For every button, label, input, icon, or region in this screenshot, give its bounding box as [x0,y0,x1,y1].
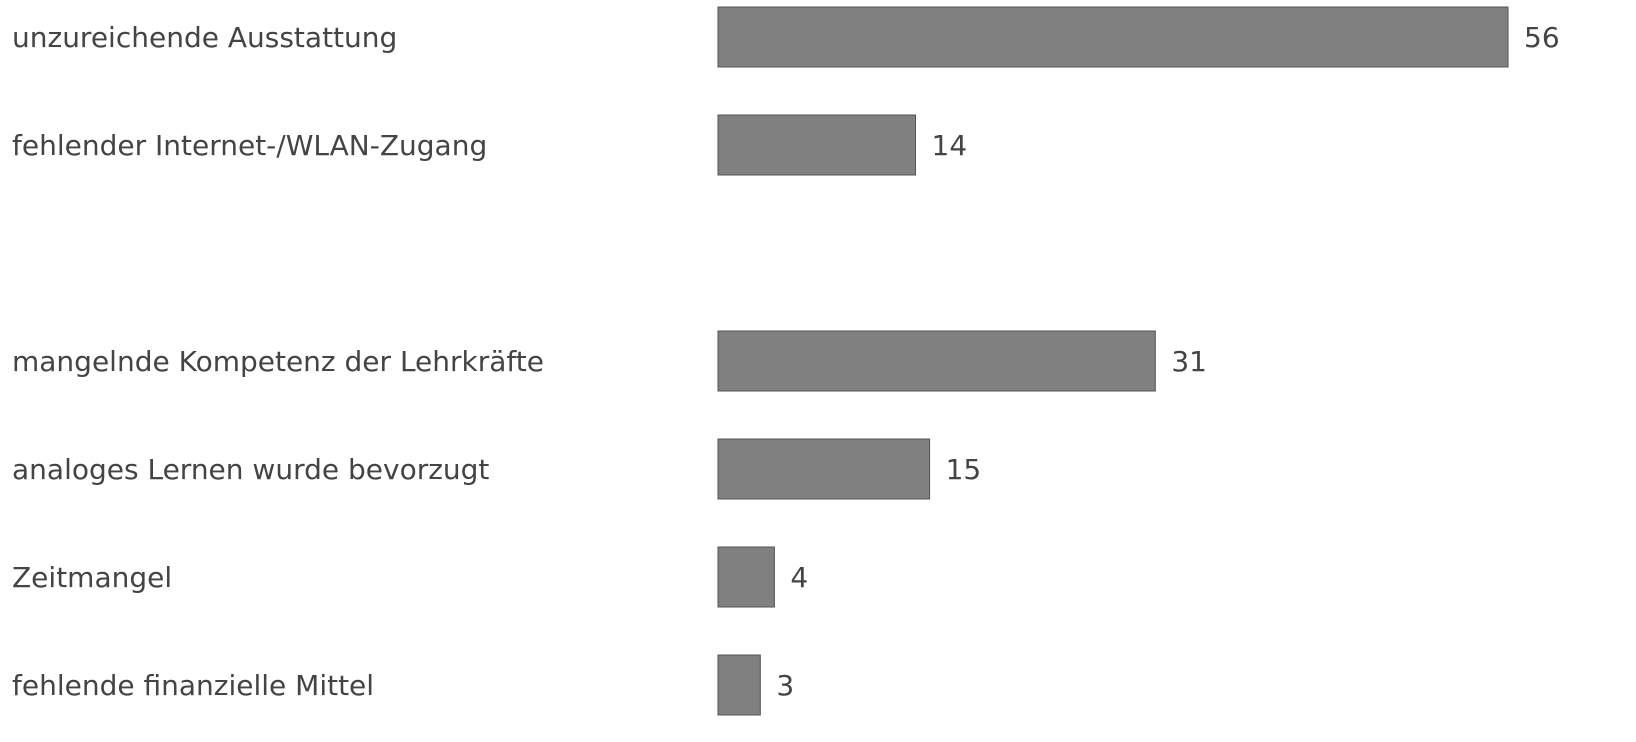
value-label: 31 [1171,345,1207,378]
bar [717,546,775,608]
category-label: fehlende finanzielle Mittel [12,669,374,702]
bar [717,114,916,176]
category-label: analoges Lernen wurde bevorzugt [12,453,489,486]
bar [717,6,1509,68]
category-label: Zeitmangel [12,561,172,594]
category-label: fehlender Internet-/WLAN-Zugang [12,129,487,162]
bar [717,438,931,500]
category-label: mangelnde Kompetenz der Lehrkräfte [12,345,544,378]
bar [717,330,1156,392]
bar [717,654,761,716]
value-label: 14 [932,129,968,162]
category-label: unzureichende Ausstattung [12,21,397,54]
value-label: 3 [776,669,794,702]
value-label: 56 [1524,21,1560,54]
value-label: 4 [790,561,808,594]
value-label: 15 [946,453,982,486]
